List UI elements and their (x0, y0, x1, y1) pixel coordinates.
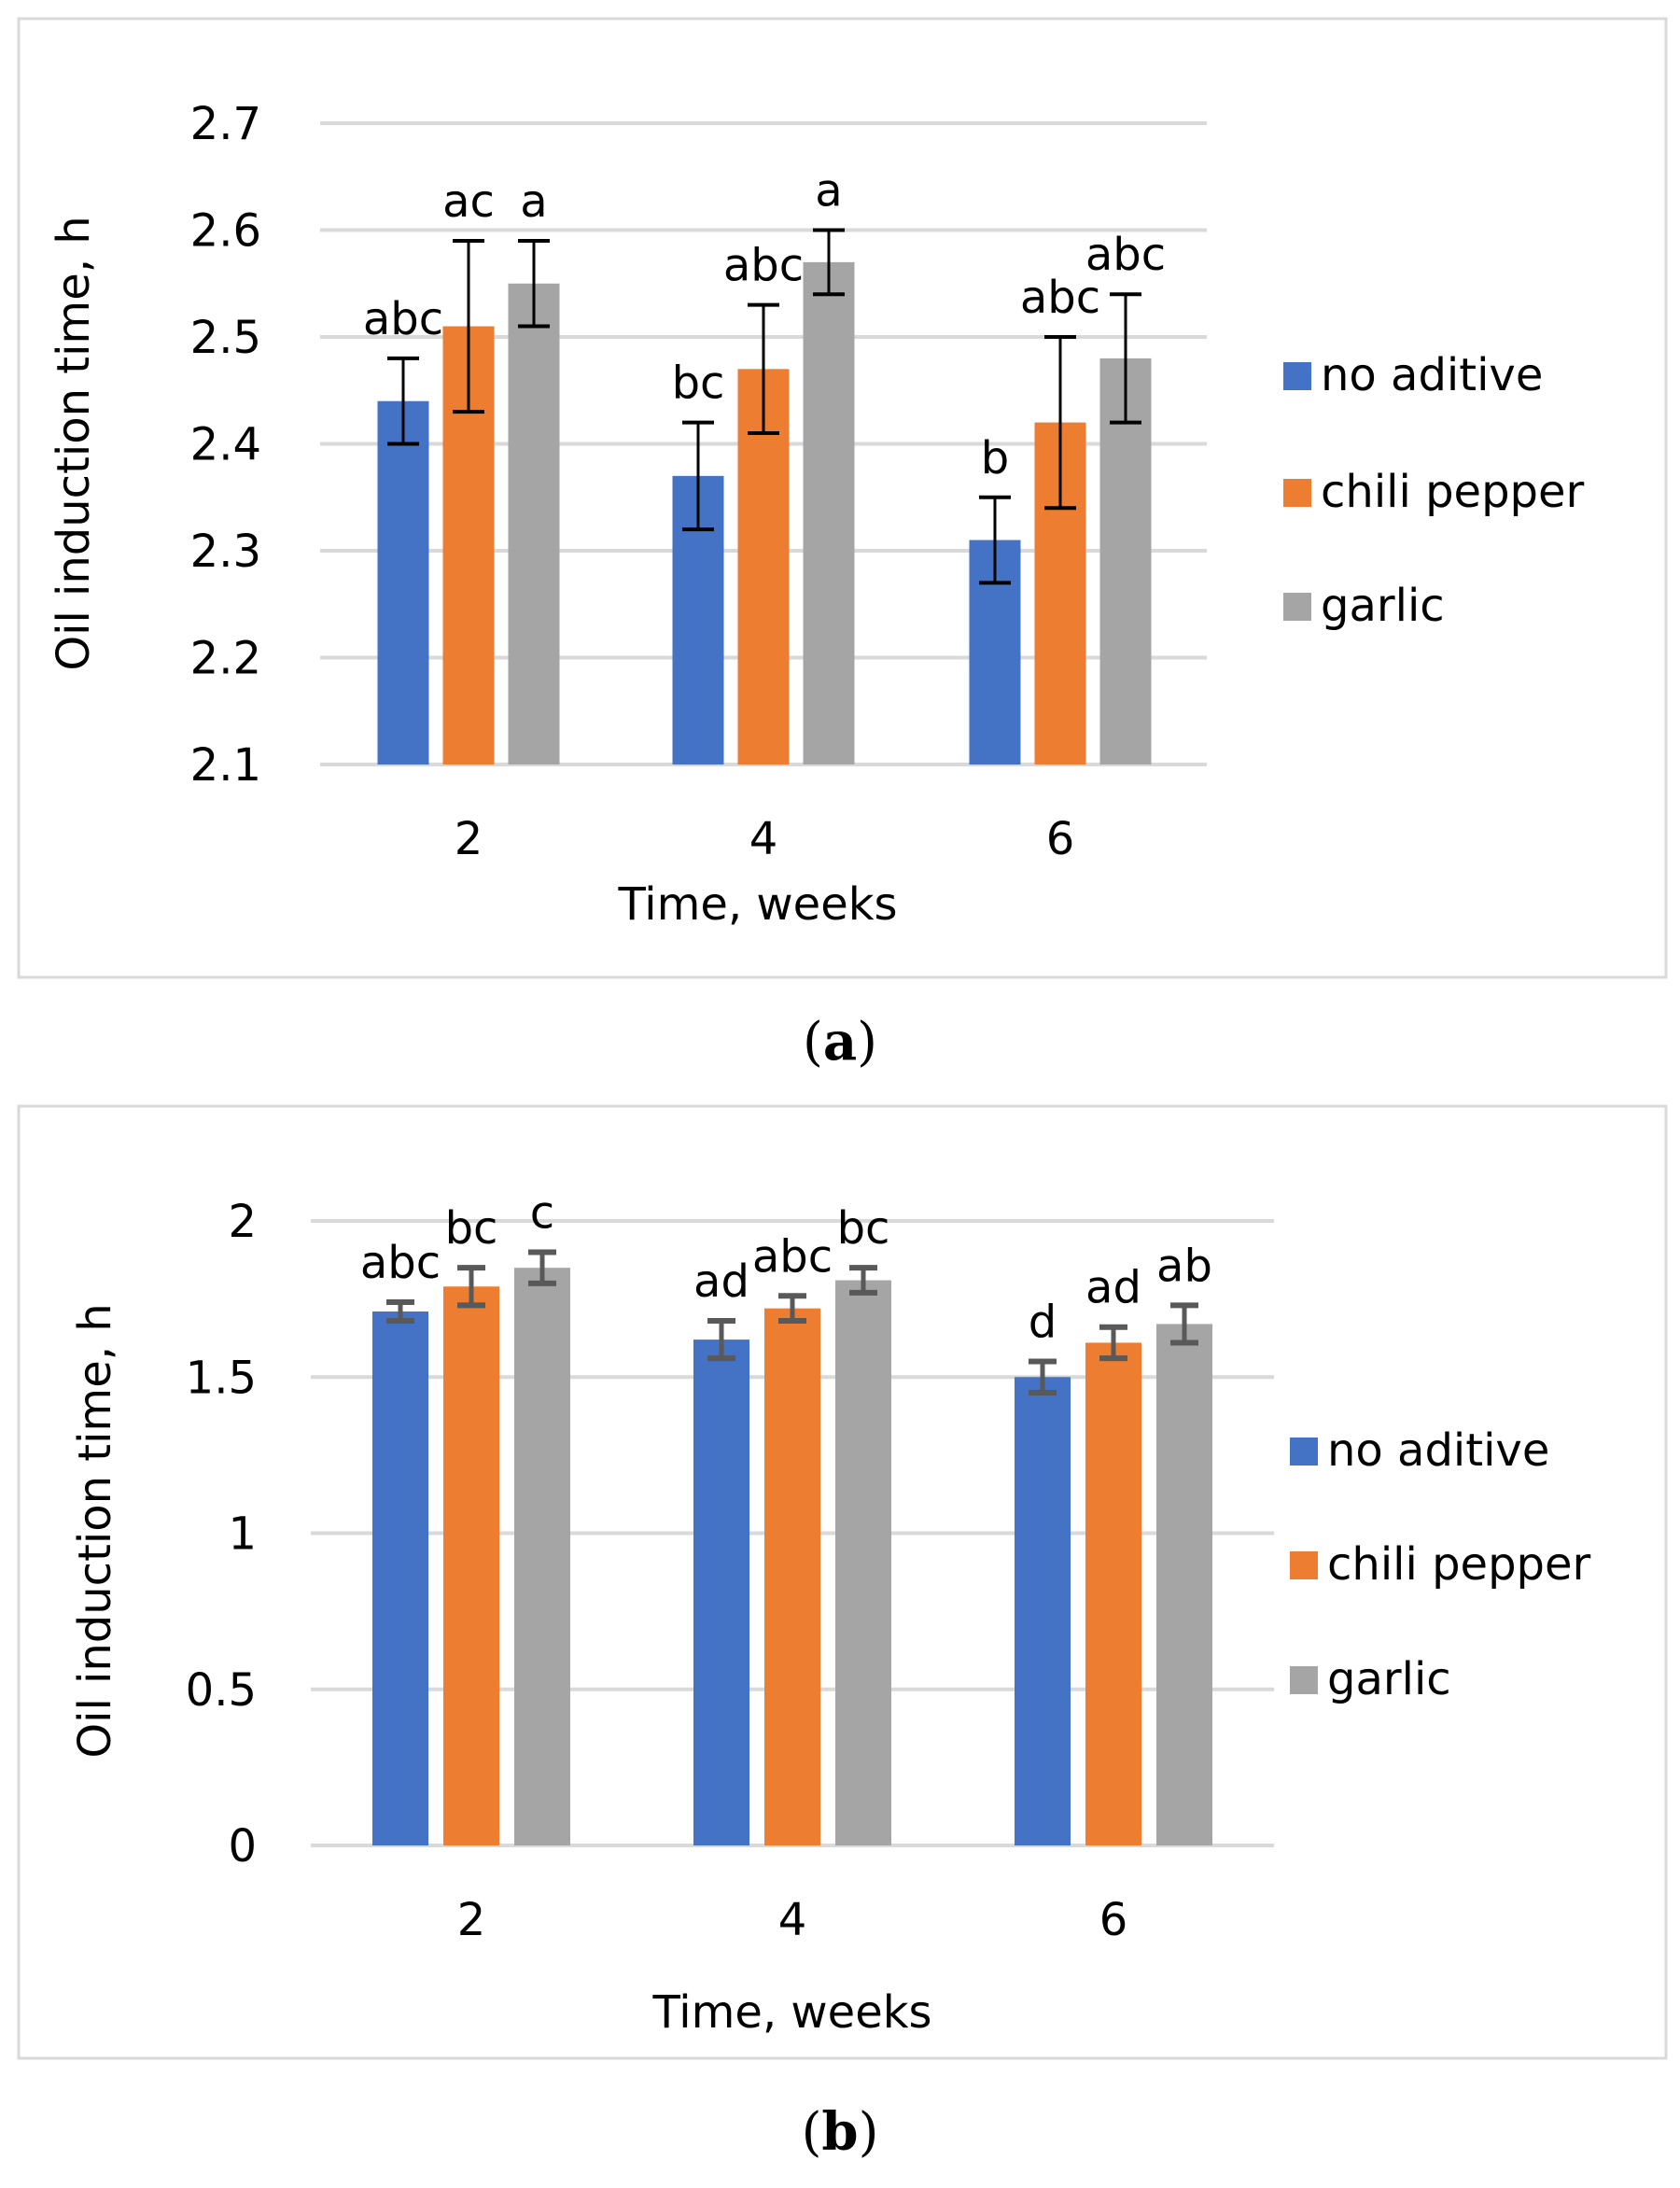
significance-label: abc (1020, 272, 1100, 324)
x-tick-label: 2 (455, 813, 483, 865)
significance-label: bc (672, 358, 725, 410)
y-tick-label: 2.3 (190, 526, 261, 578)
y-tick-label: 0.5 (186, 1664, 257, 1717)
y-tick-label: 2 (228, 1196, 257, 1248)
bar-chili_pepper (764, 1308, 820, 1845)
x-tick-label: 4 (749, 813, 778, 865)
significance-label: ad (1085, 1262, 1141, 1314)
y-tick-label: 2.2 (190, 633, 261, 685)
significance-label: a (815, 165, 842, 217)
legend-swatch-chili_pepper (1283, 479, 1311, 507)
bar-garlic (508, 283, 560, 764)
bar-garlic (835, 1280, 891, 1845)
legend-label: garlic (1327, 1653, 1451, 1705)
significance-label: abc (723, 240, 804, 292)
y-tick-label: 2.4 (190, 419, 261, 471)
legend-label: garlic (1321, 580, 1445, 632)
legend-swatch-no_aditive (1290, 1438, 1318, 1466)
y-tick-label: 2.5 (190, 312, 261, 364)
y-tick-label: 1 (228, 1508, 257, 1561)
y-tick-label: 1.5 (186, 1352, 257, 1404)
panel-caption: (b) (802, 2101, 879, 2163)
bar-garlic (1156, 1324, 1212, 1845)
bar-chili_pepper (1085, 1342, 1141, 1845)
bar-no_aditive (372, 1311, 428, 1845)
caption-paren: ( (802, 2102, 822, 2163)
y-tick-label: 0 (228, 1820, 257, 1872)
x-axis-label: Time, weeks (651, 1986, 931, 2039)
y-tick-label: 2.7 (190, 98, 261, 150)
bar-no_aditive (1015, 1377, 1071, 1845)
y-axis-label: Oil induction time, h (69, 1303, 121, 1758)
significance-label: a (520, 175, 547, 228)
significance-label: abc (1085, 229, 1166, 281)
significance-label: abc (360, 1237, 441, 1289)
chart-panel-b: 0 0.5 1 1.5 2 2 4 6 Time, weeks Oil induction tim… (17, 1104, 1668, 2163)
x-tick-label: 4 (778, 1894, 807, 1946)
significance-label: b (981, 432, 1009, 484)
caption-paren: ( (803, 1012, 823, 1073)
legend-swatch-no_aditive (1283, 362, 1311, 390)
significance-label: d (1029, 1297, 1057, 1349)
significance-label: ab (1156, 1240, 1212, 1292)
x-tick-label: 6 (1046, 813, 1075, 865)
significance-label: ad (693, 1255, 749, 1308)
bar-no_aditive (377, 400, 429, 764)
x-axis-label: Time, weeks (617, 878, 897, 931)
bar-chili_pepper (443, 1286, 499, 1845)
caption-letter: b (821, 2101, 858, 2163)
y-tick-label: 2.1 (190, 739, 261, 792)
y-tick-label: 2.6 (190, 205, 261, 258)
significance-label: abc (363, 293, 443, 345)
significance-label: bc (445, 1202, 498, 1255)
legend-swatch-garlic (1290, 1666, 1318, 1694)
chart-panel-a: 2.1 2.2 2.3 2.4 2.5 2.6 2.7 2 4 6 Time, weeks Oil i… (17, 17, 1668, 1073)
legend-swatch-garlic (1283, 593, 1311, 621)
panel-caption: (a) (803, 1011, 877, 1073)
legend-label: no aditive (1321, 349, 1543, 401)
x-tick-label: 2 (457, 1894, 486, 1946)
caption-paren: ) (859, 2102, 879, 2163)
bar-no_aditive (693, 1339, 749, 1845)
significance-label: abc (752, 1230, 833, 1283)
bar-garlic (514, 1268, 570, 1845)
caption-letter: a (823, 1011, 857, 1073)
significance-label: ac (442, 175, 495, 228)
bar-garlic (803, 261, 855, 765)
significance-label: bc (837, 1202, 890, 1255)
caption-paren: ) (857, 1012, 877, 1073)
significance-label: c (530, 1186, 554, 1239)
legend-swatch-chili_pepper (1290, 1551, 1318, 1579)
legend-label: chili pepper (1321, 466, 1585, 518)
legend-label: chili pepper (1327, 1538, 1591, 1591)
bar-garlic (1099, 358, 1152, 764)
y-axis-label: Oil induction time, h (48, 216, 100, 670)
legend-label: no aditive (1327, 1424, 1549, 1477)
x-tick-label: 6 (1099, 1894, 1128, 1946)
